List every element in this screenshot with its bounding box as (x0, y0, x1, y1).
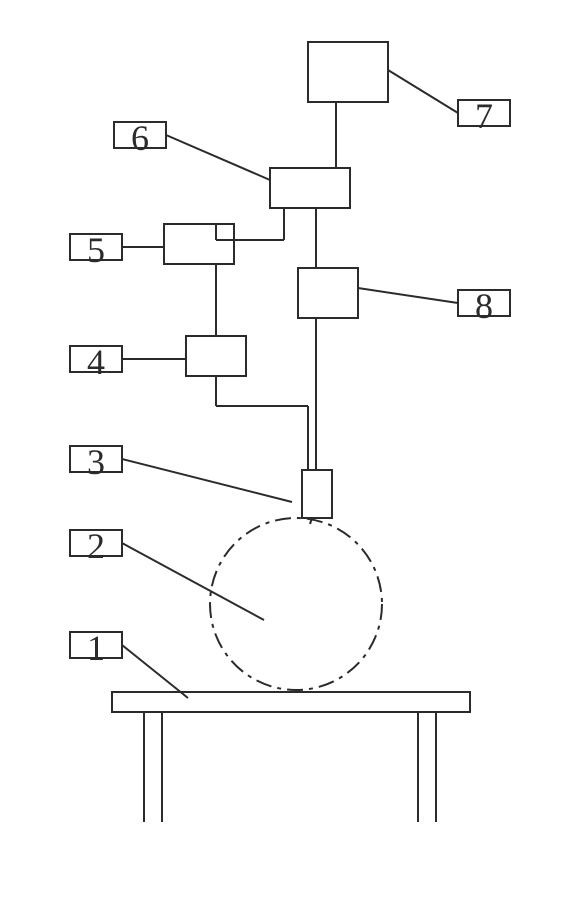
table-top (112, 692, 470, 712)
box-3 (302, 470, 332, 518)
box-6 (270, 168, 350, 208)
box-8 (298, 268, 358, 318)
label-2: 2 (87, 526, 105, 566)
label-3: 3 (87, 442, 105, 482)
leader-1 (122, 645, 188, 698)
label-5: 5 (87, 230, 105, 270)
label-8: 8 (475, 286, 493, 326)
leader-8 (358, 288, 458, 303)
label-6: 6 (131, 118, 149, 158)
leader-6 (166, 135, 270, 180)
leader-3 (122, 459, 292, 502)
leader-7 (388, 70, 458, 113)
box-5 (164, 224, 234, 264)
label-1: 1 (87, 628, 105, 668)
box-4 (186, 336, 246, 376)
label-4: 4 (87, 342, 105, 382)
label-7: 7 (475, 96, 493, 136)
box-7 (308, 42, 388, 102)
leader-2 (122, 543, 264, 620)
